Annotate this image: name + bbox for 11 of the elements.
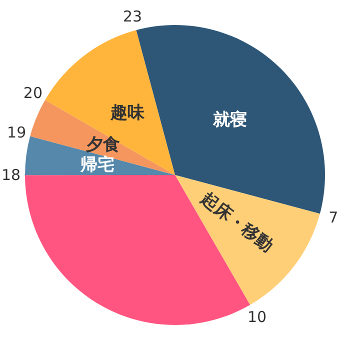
slice-label: 帰宅 bbox=[80, 154, 115, 175]
text: 19 bbox=[7, 124, 26, 142]
slice-label: 夕食 bbox=[84, 135, 120, 156]
text: 20 bbox=[23, 84, 43, 102]
slice-label: 趣味 bbox=[110, 103, 146, 124]
slice-label: 就寝 bbox=[212, 110, 248, 130]
slice-label: 起床・移動 bbox=[196, 188, 277, 256]
text: 7 bbox=[328, 208, 338, 226]
text: 18 bbox=[1, 166, 21, 184]
text: 10 bbox=[247, 308, 267, 326]
text: 23 bbox=[123, 8, 142, 26]
